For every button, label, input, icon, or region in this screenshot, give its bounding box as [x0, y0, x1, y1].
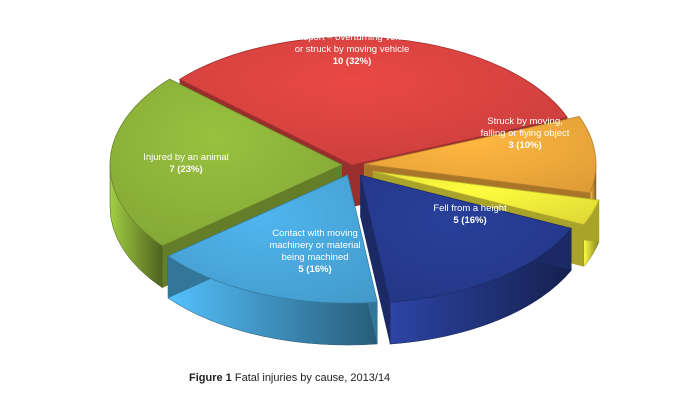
- slice-value-label: 7 (23%): [169, 164, 202, 175]
- pie-slice: [372, 170, 600, 226]
- slice-label: Electrocution 1 (3%): [618, 191, 673, 214]
- pie-slice: [359, 174, 572, 303]
- pie-slice: [178, 36, 568, 166]
- slice-value-label: 10 (32%): [333, 56, 372, 67]
- pie-slice-edge: [360, 175, 391, 345]
- slice-label: Fell from a height 5 (16%): [433, 203, 507, 226]
- slice-value-label: 1 (3%): [618, 203, 646, 214]
- slice-category-label: falling or flying object: [481, 128, 570, 139]
- slice-label: Struck by moving, falling or flying objec…: [481, 116, 570, 151]
- pie-slice: [363, 116, 597, 194]
- slice-label: Injured by an animal 7 (23%): [143, 152, 229, 175]
- slice-category-label: being machined: [281, 252, 348, 263]
- slice-category-label: or struck by moving vehicle: [295, 44, 410, 55]
- slice-category-label: machinery or material: [269, 240, 360, 251]
- caption-text: Fatal injuries by cause, 2013/14: [234, 372, 391, 384]
- slice-category-label: Struck by moving,: [487, 116, 563, 127]
- slice-value-label: 3 (10%): [508, 140, 541, 151]
- figure-caption: Figure 1 Fatal injuries by cause, 2013/1…: [189, 372, 390, 384]
- slice-value-label: 5 (16%): [298, 264, 331, 275]
- caption-label: Figure 1: [189, 372, 232, 384]
- pie-slice: [109, 78, 343, 247]
- slice-label: Transport – overturning vehicles or struc…: [284, 32, 420, 67]
- slice-category-label: Transport – overturning vehicles: [284, 32, 420, 43]
- slice-value-label: 5 (16%): [453, 215, 486, 226]
- slice-category-label: Contact with moving: [272, 228, 358, 239]
- slice-category-label: Fell from a height: [433, 203, 507, 214]
- slice-label: Contact with moving machinery or material…: [269, 228, 360, 275]
- slice-category-label: Electrocution: [618, 191, 673, 202]
- pie-slice: [167, 174, 378, 304]
- slice-category-label: Injured by an animal: [143, 152, 229, 163]
